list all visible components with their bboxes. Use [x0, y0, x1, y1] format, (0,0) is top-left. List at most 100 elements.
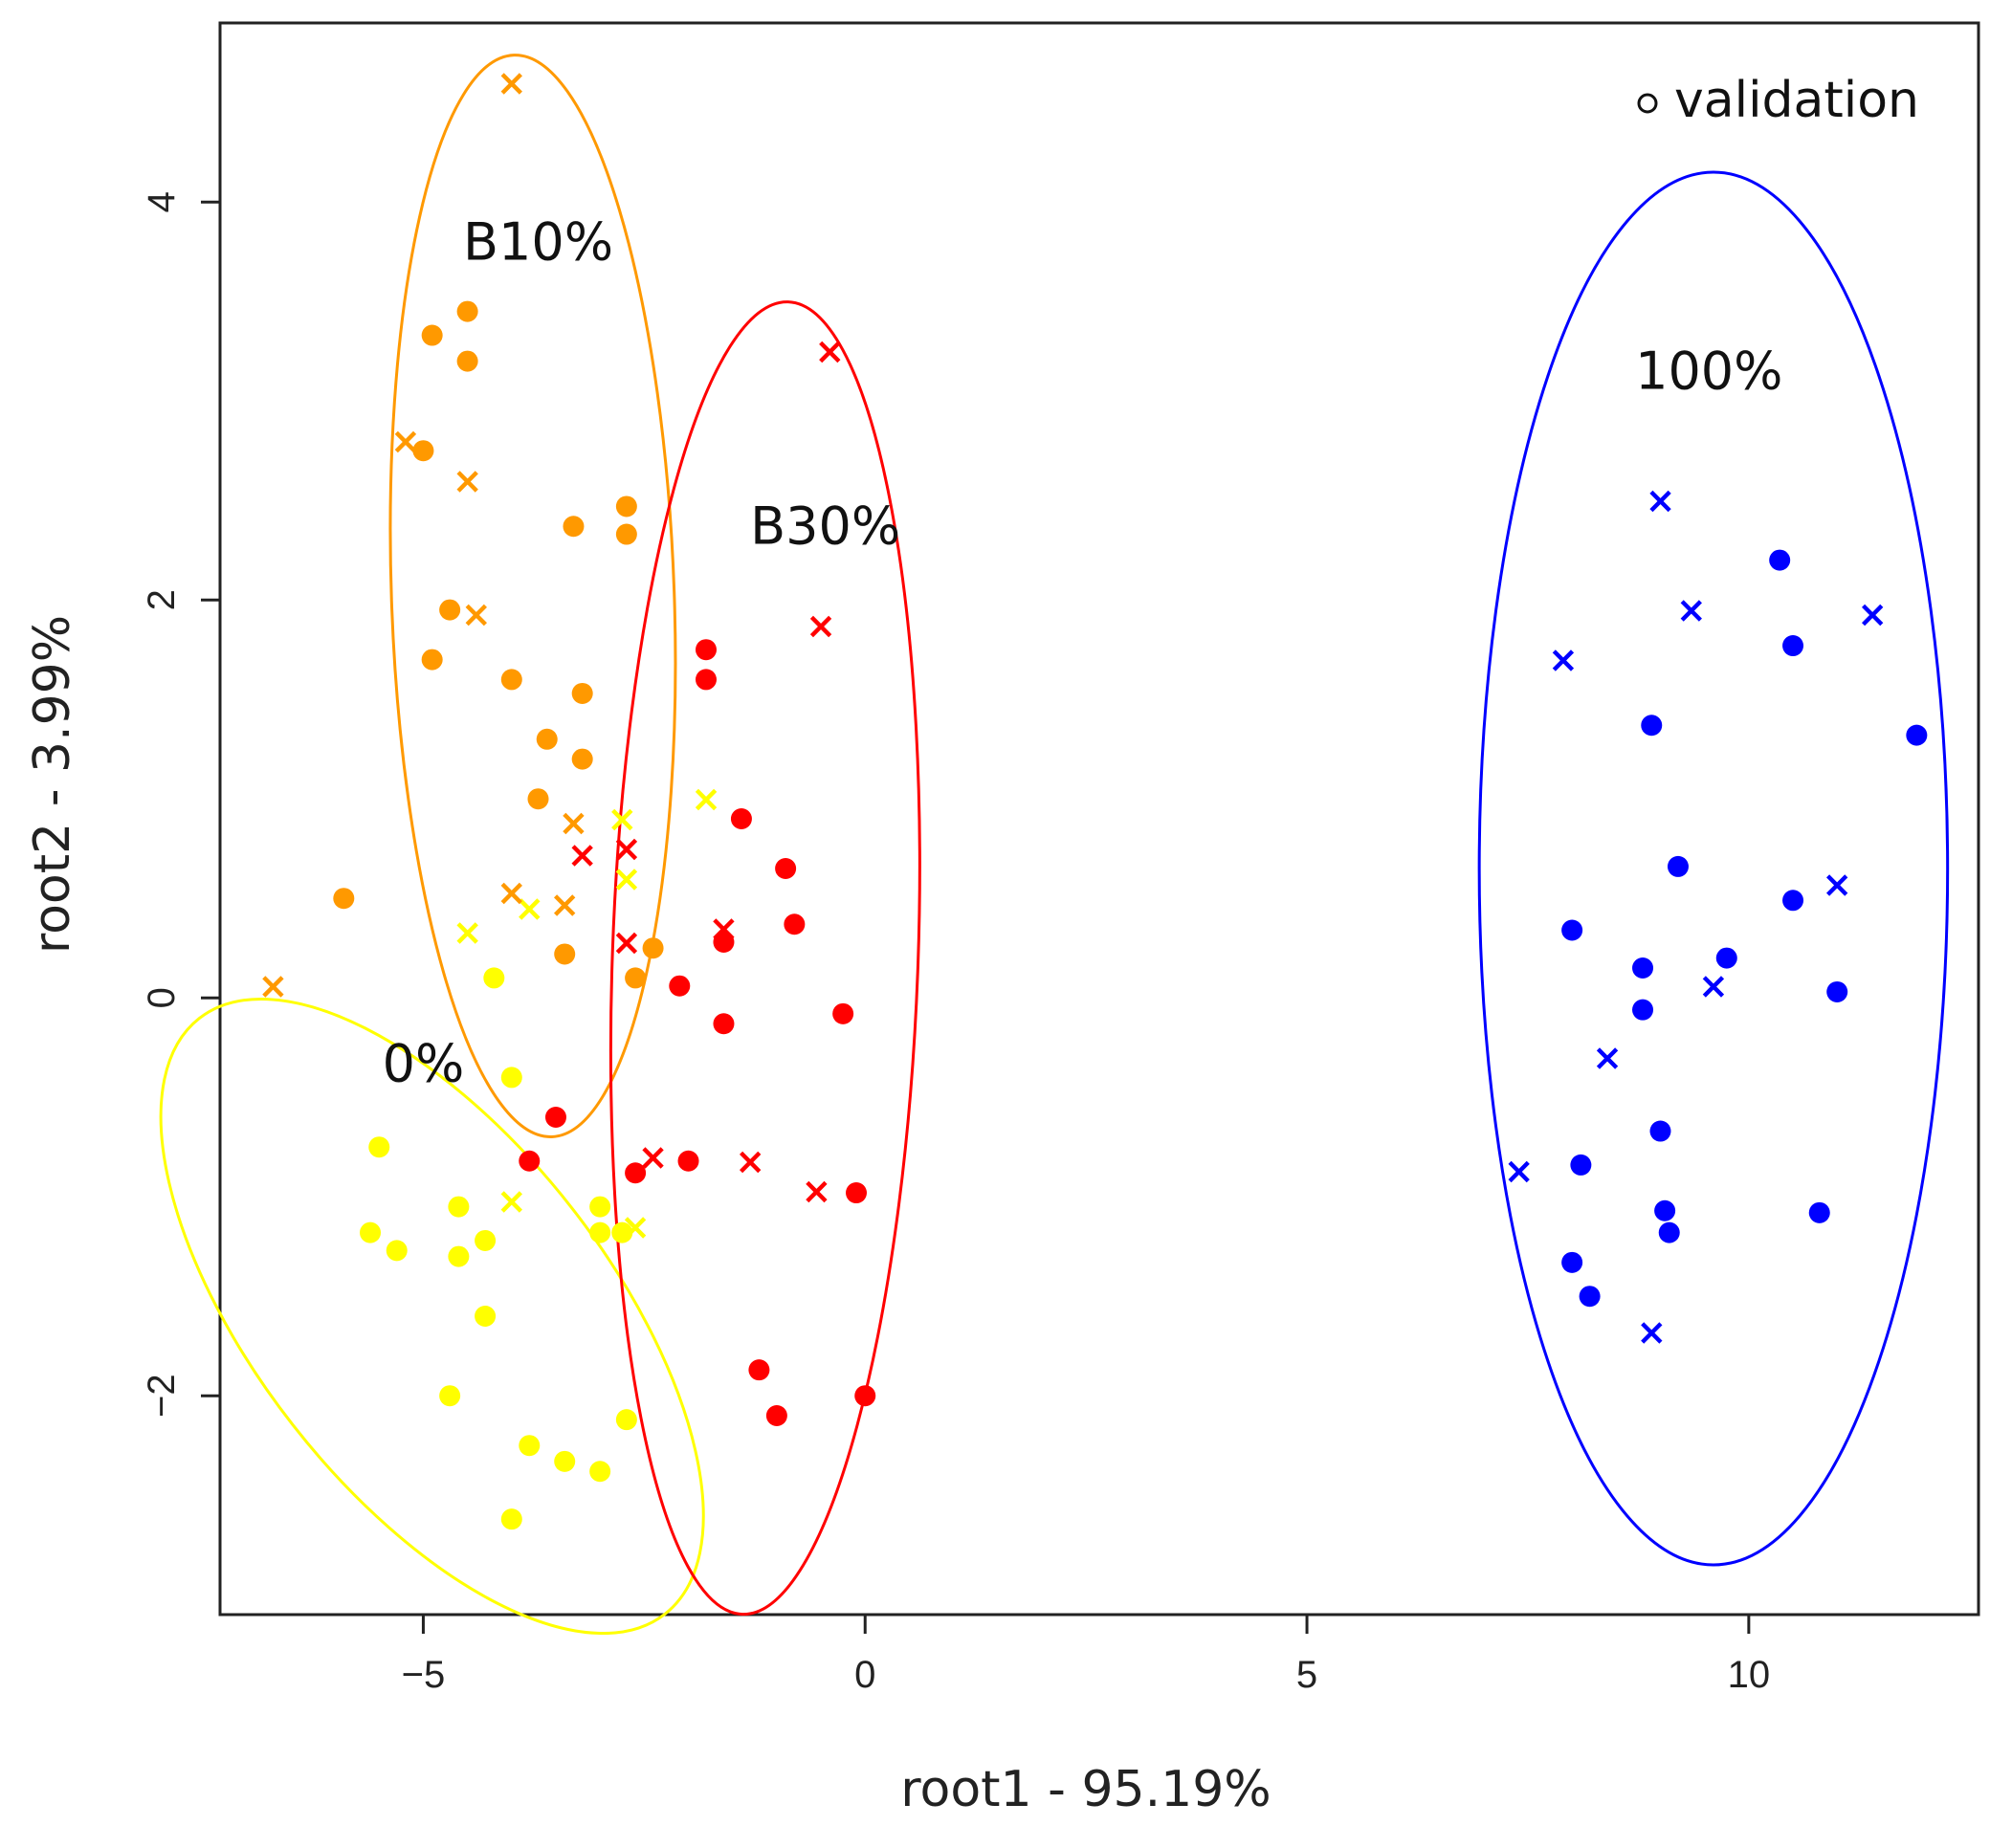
point-b30pct-6	[669, 975, 691, 997]
validation-cross-0pct-5: ×	[497, 1179, 527, 1221]
point-b10pct-8	[421, 649, 443, 671]
point-0pct-15	[554, 1450, 576, 1472]
point-100pct-7	[1715, 947, 1737, 969]
point-b10pct-15	[554, 943, 576, 965]
point-0pct-2	[368, 1136, 390, 1158]
point-100pct-6	[1561, 919, 1583, 941]
point-0pct-8	[475, 1229, 497, 1251]
validation-cross-0pct-4: ×	[691, 778, 721, 820]
point-0pct-13	[615, 1409, 637, 1431]
y-tick-label-2: 2	[141, 589, 183, 610]
point-0pct-3	[448, 1196, 470, 1218]
legend: validation	[1637, 72, 1919, 129]
point-b10pct-2	[456, 350, 478, 372]
point-b10pct-0	[456, 300, 478, 322]
validation-cross-100pct-1: ×	[1676, 589, 1707, 631]
point-b10pct-17	[625, 967, 647, 989]
point-b30pct-13	[846, 1182, 868, 1204]
point-b10pct-3	[412, 440, 434, 462]
x-tick-label-1: 0	[854, 1654, 875, 1696]
plot-frame	[218, 21, 1980, 1617]
y-tick-label-0: −2	[141, 1374, 183, 1418]
y-tick-label-1: 0	[141, 987, 183, 1008]
point-b10pct-11	[536, 728, 558, 750]
validation-cross-100pct-4: ×	[1822, 864, 1852, 906]
validation-cross-100pct-7: ×	[1504, 1150, 1535, 1192]
point-0pct-7	[611, 1221, 633, 1243]
point-b10pct-12	[571, 748, 593, 770]
point-b30pct-12	[625, 1162, 647, 1184]
point-b30pct-4	[784, 913, 806, 935]
validation-cross-b10pct-3: ×	[461, 593, 492, 635]
ellipse-b30pct	[608, 300, 921, 1617]
group-label-b30pct: B30%	[750, 496, 900, 557]
validation-cross-0pct-0: ×	[607, 798, 637, 840]
point-100pct-11	[1649, 1120, 1671, 1142]
point-b30pct-5	[713, 931, 735, 953]
point-0pct-14	[519, 1435, 541, 1457]
point-b10pct-7	[439, 599, 461, 621]
point-0pct-17	[500, 1508, 522, 1530]
point-0pct-4	[589, 1196, 611, 1218]
group-labels: 0% B10% B30% 100%	[383, 211, 1783, 1093]
point-0pct-12	[439, 1385, 461, 1407]
group-ellipses	[159, 54, 1950, 1636]
point-b30pct-8	[713, 1013, 735, 1035]
validation-cross-0pct-1: ×	[611, 857, 642, 899]
point-100pct-1	[1782, 635, 1804, 657]
point-0pct-6	[589, 1221, 611, 1243]
point-0pct-5	[360, 1221, 382, 1243]
point-b30pct-1	[695, 669, 717, 691]
point-b30pct-11	[677, 1150, 699, 1172]
point-0pct-9	[386, 1240, 408, 1262]
point-b30pct-16	[854, 1385, 876, 1407]
point-b10pct-4	[615, 495, 637, 517]
group-label-100pct: 100%	[1635, 341, 1782, 402]
point-100pct-12	[1570, 1154, 1592, 1176]
point-b10pct-10	[571, 682, 593, 704]
validation-cross-b10pct-6: ×	[497, 871, 527, 913]
validation-cross-100pct-6: ×	[1592, 1037, 1623, 1079]
point-100pct-17	[1579, 1286, 1601, 1308]
y-axis-ticks: −2 0 2 4	[141, 191, 220, 1418]
legend-label: validation	[1674, 72, 1919, 129]
point-100pct-14	[1658, 1221, 1680, 1243]
point-0pct-16	[589, 1461, 611, 1483]
x-tick-label-0: −5	[402, 1654, 446, 1696]
validation-cross-b30pct-6: ×	[638, 1136, 669, 1178]
y-axis-title: root2 - 3.99%	[24, 615, 81, 954]
validation-cross-b10pct-5: ×	[549, 883, 580, 925]
point-b30pct-10	[519, 1150, 541, 1172]
point-100pct-0	[1769, 549, 1791, 571]
x-tick-label-3: 10	[1728, 1654, 1771, 1696]
point-b30pct-3	[775, 858, 797, 879]
point-b30pct-7	[832, 1002, 854, 1024]
point-100pct-4	[1667, 855, 1689, 877]
ellipse-100pct	[1477, 170, 1950, 1567]
validation-cross-b30pct-3: ×	[611, 827, 642, 869]
point-100pct-15	[1808, 1201, 1830, 1223]
group-label-0pct: 0%	[383, 1033, 465, 1093]
group-label-b10pct: B10%	[463, 211, 613, 272]
validation-cross-0pct-3: ×	[453, 912, 483, 954]
validation-cross-100pct-5: ×	[1698, 965, 1729, 1007]
ellipse-b10pct	[388, 54, 677, 1138]
ellipse-0pct	[159, 997, 705, 1636]
point-b10pct-16	[642, 937, 664, 959]
validation-cross-b30pct-5: ×	[709, 907, 740, 949]
x-axis-ticks: −5 0 5 10	[402, 1615, 1770, 1696]
validation-cross-0pct-2: ×	[514, 888, 544, 930]
point-100pct-10	[1826, 980, 1848, 1002]
data-markers: ×××××××××××××××××× ×× ×× ×××× ×××××××	[257, 61, 1928, 1530]
validation-cross-100pct-8: ×	[1636, 1311, 1667, 1353]
validation-cross-100pct-2: ×	[1857, 593, 1888, 635]
validation-cross-b30pct-1: ×	[806, 605, 836, 647]
validation-cross-b10pct-1: ×	[390, 420, 421, 462]
point-b10pct-14	[333, 888, 355, 910]
point-0pct-0	[483, 967, 505, 989]
point-100pct-9	[1632, 999, 1654, 1021]
point-b30pct-9	[544, 1107, 566, 1128]
legend-open-circle-marker	[1637, 93, 1658, 114]
x-axis-title: root1 - 95.19%	[900, 1761, 1271, 1818]
